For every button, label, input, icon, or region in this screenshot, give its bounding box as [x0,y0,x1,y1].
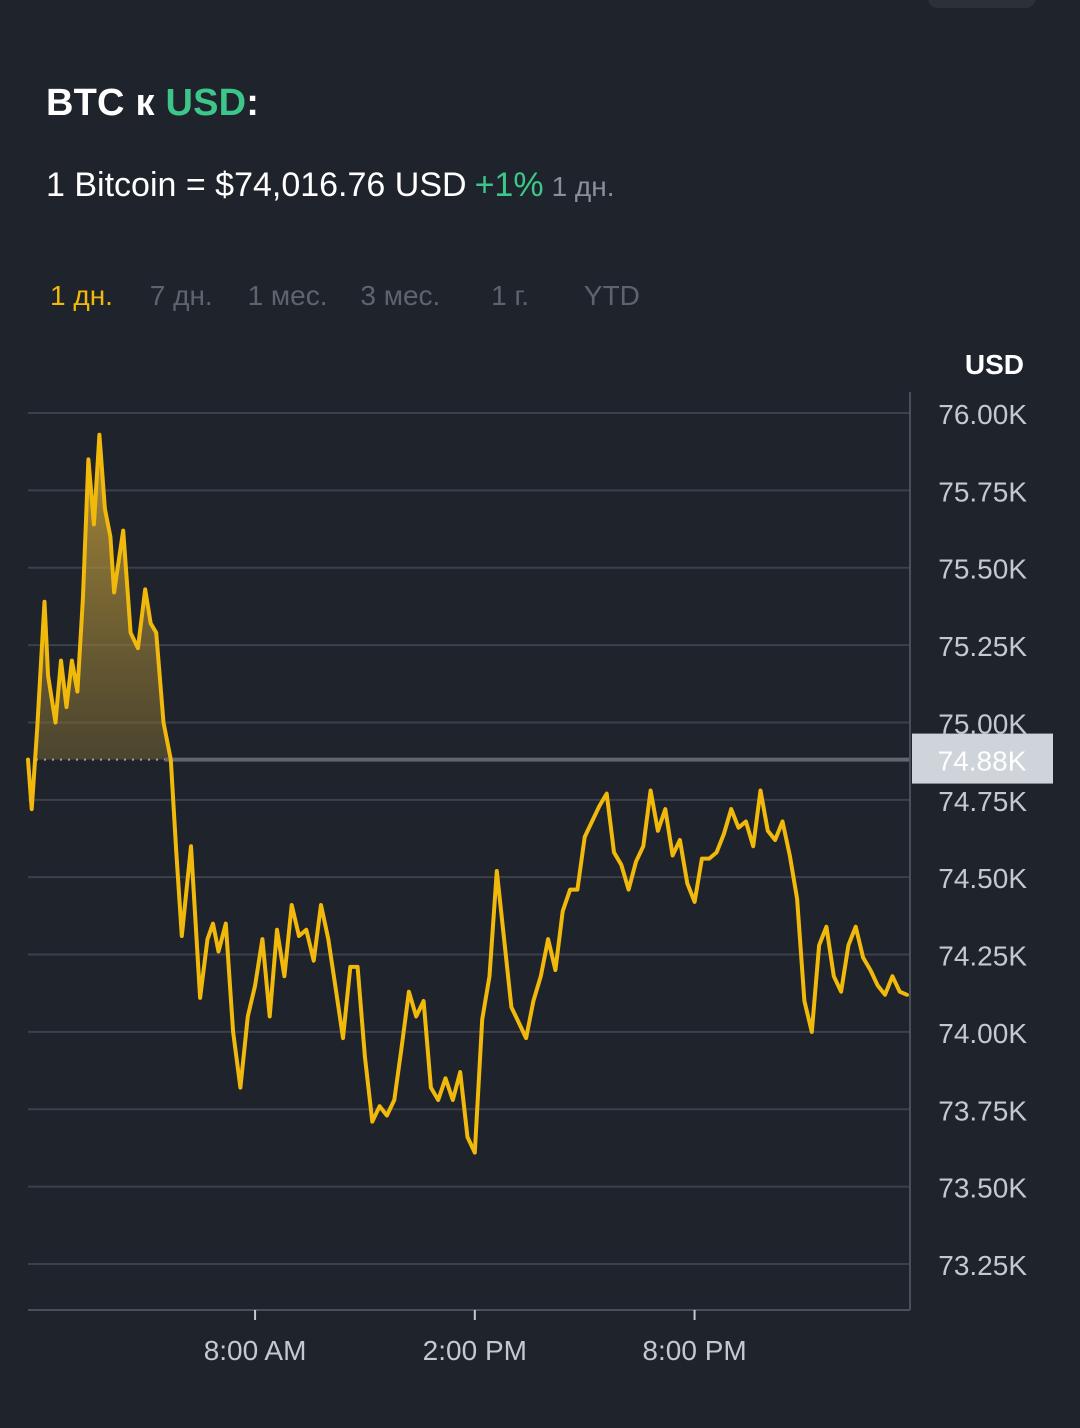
axis-labels: 76.00K 75.75K 75.50K 75.25K 75.00K 74.75K 74.5… [204,349,1028,1366]
range-tab-7d[interactable]: 7 дн. [149,280,213,311]
range-tab-1d[interactable]: 1 дн. [50,280,113,311]
rate-change: +1% [474,166,544,204]
pair-base: BTC к [46,82,155,124]
y-tick-label: 73.75K [938,1095,1027,1126]
y-tick-label: 75.00K [938,708,1027,739]
y-tick-label: 73.25K [938,1250,1027,1281]
reference-badge [912,733,1053,784]
range-tabs: 1 дн. 7 дн. 1 мес. 3 мес. 1 г. YTD [50,280,640,312]
reference-badge-label: 74.88K [938,746,1027,777]
range-tab-ytd[interactable]: YTD [583,280,640,311]
axes [28,392,911,1320]
top-pill-button[interactable] [928,0,1036,8]
price-line [26,432,909,1155]
x-tick-label: 8:00 PM [642,1335,746,1366]
range-tab-1y[interactable]: 1 г. [491,280,530,311]
area-fill [35,434,171,760]
rate-text: 1 Bitcoin = $74,016.76 USD [46,166,467,204]
pair-quote[interactable]: USD [165,82,247,124]
y-tick-label: 74.75K [938,786,1027,817]
x-tick-label: 2:00 PM [423,1335,527,1366]
y-tick-label: 73.50K [938,1173,1027,1204]
y-tick-label: 76.00K [938,399,1027,430]
x-tick-label: 8:00 AM [204,1335,307,1366]
rate-period: 1 дн. [551,171,615,202]
range-tab-3m[interactable]: 3 мес. [360,280,441,311]
pair-colon: : [246,82,260,124]
exchange-rate: 1 Bitcoin = $74,016.76 USD +1% 1 дн. [46,166,615,205]
y-tick-label: 75.25K [938,631,1027,662]
series-line [26,432,909,1155]
y-tick-label: 75.50K [938,554,1027,585]
y-tick-label: 74.25K [938,941,1027,972]
y-axis-unit-label: USD [965,349,1024,380]
reference-line: 74.88K [28,733,1053,784]
y-tick-label: 74.00K [938,1018,1027,1049]
y-tick-label: 75.75K [938,476,1027,507]
y-tick-label: 74.50K [938,863,1027,894]
area-fill-shape [35,434,171,760]
range-tab-1m[interactable]: 1 мес. [247,280,328,311]
pair-title: BTC к USD: [46,82,259,125]
